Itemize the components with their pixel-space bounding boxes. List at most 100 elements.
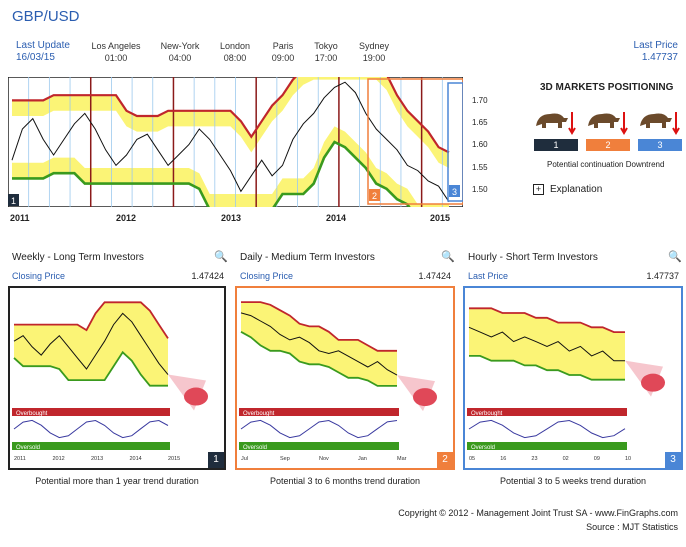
daily-price-label: Closing Price: [240, 271, 294, 281]
oversold-label: Oversold: [471, 445, 495, 451]
panel-x-label: Jan: [358, 456, 367, 462]
weekly-panel[interactable]: Overbought Oversold 2011 2012 2013 2014 2015 1: [8, 286, 226, 470]
marker-1: 1: [11, 196, 16, 206]
bear-icons: [536, 112, 680, 135]
y-label-1: 1.70: [472, 96, 488, 105]
city-los-angeles: Los Angeles 01:00: [86, 40, 146, 64]
positioning-caption: Potential continuation Downtrend: [547, 160, 665, 169]
overbought-label: Overbought: [471, 411, 503, 417]
pair-title: GBP/USD: [12, 8, 80, 25]
panel-band: [241, 302, 397, 386]
oscillator-line: [13, 419, 169, 439]
zoom-icon[interactable]: 🔍: [668, 251, 682, 263]
last-price-label: Last Price: [633, 40, 678, 51]
last-update-label: Last Update: [16, 40, 70, 51]
daily-title: Daily - Medium Term Investors: [240, 252, 375, 263]
badge-2: 2: [586, 139, 630, 151]
explanation-button[interactable]: + Explanation: [533, 184, 602, 195]
daily-footer: Potential 3 to 6 months trend duration: [269, 476, 421, 486]
zoom-icon[interactable]: 🔍: [214, 251, 228, 263]
zoom-icon[interactable]: 🔍: [441, 251, 455, 263]
panel-badge: 1: [208, 452, 224, 468]
weekly-price-label: Closing Price: [12, 271, 66, 281]
marker-3: 3: [452, 187, 457, 197]
panel-badge: 3: [665, 452, 681, 468]
panel-x-label: Sep: [280, 456, 290, 462]
panel-lower-line: [469, 355, 625, 381]
overbought-bar: [467, 408, 627, 416]
y-label-4: 1.55: [472, 163, 488, 172]
oscillator-line: [240, 419, 398, 439]
panel-chart: Overbought Oversold 2011 2012 2013 2014 2015: [12, 301, 208, 462]
city-time: 01:00: [104, 53, 128, 63]
main-price-line: [11, 81, 450, 203]
badge-1: 1: [534, 139, 578, 151]
marker-3-bg: [449, 185, 460, 197]
oversold-bar: [12, 442, 170, 450]
panel-chart: Overbought Oversold 05 16 23 02 09 10: [467, 307, 665, 462]
y-label-2: 1.65: [472, 118, 488, 127]
city-time: 17:00: [314, 53, 338, 63]
panel-x-label: 2013: [91, 456, 103, 462]
y-label-5: 1.50: [472, 185, 488, 194]
panel-badge: 2: [437, 452, 453, 468]
city-name: Tokyo: [314, 41, 338, 51]
hourly-panel[interactable]: Overbought Oversold 05 16 23 02 09 10 3: [463, 286, 683, 470]
panel-lower-line: [13, 350, 168, 387]
weekly-footer: Potential more than 1 year trend duratio…: [35, 476, 199, 486]
x-label-2012: 2012: [116, 213, 137, 223]
panel-price-line: [240, 312, 398, 376]
city-new-york: New-York 04:00: [150, 40, 210, 64]
main-upper-line: [12, 77, 450, 154]
main-lower-line: [12, 140, 411, 207]
city-name: New-York: [160, 41, 200, 51]
marker-2-bg: [369, 189, 380, 201]
y-label-3: 1.60: [472, 140, 488, 149]
x-label-2014: 2014: [326, 213, 347, 223]
city-time: 08:00: [223, 53, 247, 63]
panel-x-label: 2012: [53, 456, 65, 462]
overbought-bar: [12, 408, 170, 416]
oversold-bar: [467, 442, 627, 450]
panel-upper-line: [469, 307, 625, 333]
main-inner-band: [12, 79, 449, 205]
main-chart: 1 2 3: [8, 77, 463, 207]
panel-x-label: Nov: [319, 456, 329, 462]
panel-lower-line: [240, 331, 397, 387]
city-paris: Paris 09:00: [253, 40, 313, 64]
projection-target: [413, 388, 437, 407]
city-name: Los Angeles: [91, 41, 141, 51]
overbought-label: Overbought: [243, 411, 275, 417]
city-name: Sydney: [358, 41, 390, 51]
marker-2: 2: [372, 191, 377, 201]
bear-icon: [588, 112, 628, 135]
oscillator-line: [468, 419, 626, 439]
panel-x-label: Mar: [397, 456, 407, 462]
panel-x-label: 05: [469, 456, 475, 462]
city-time: 19:00: [362, 53, 386, 63]
city-time: 09:00: [271, 53, 295, 63]
x-label-2013: 2013: [221, 213, 242, 223]
city-london: London 08:00: [205, 40, 265, 64]
weekly-price: 1.47424: [191, 271, 224, 281]
daily-window: [367, 78, 463, 205]
copyright: Copyright © 2012 - Management Joint Trus…: [398, 508, 678, 518]
daily-panel[interactable]: Overbought Oversold Jul Sep Nov Jan Mar 2: [235, 286, 455, 470]
hourly-price: 1.47737: [646, 271, 679, 281]
panel-price-line: [468, 326, 625, 362]
panel-x-label: 2011: [14, 456, 26, 462]
last-update: Last Update 16/03/15: [16, 40, 70, 64]
panel-x-label: 2015: [168, 456, 180, 462]
x-label-2011: 2011: [10, 213, 30, 223]
daily-price: 1.47424: [418, 271, 451, 281]
weekly-title: Weekly - Long Term Investors: [12, 252, 144, 263]
marker-1-bg: [8, 194, 19, 206]
x-label-2015: 2015: [430, 213, 451, 223]
panel-x-label: 10: [625, 456, 631, 462]
projection-target: [184, 387, 208, 406]
panel-band: [469, 308, 625, 380]
panel-band: [14, 302, 168, 386]
hourly-price-label: Last Price: [468, 271, 509, 281]
plus-icon: +: [533, 184, 544, 195]
panel-x-label: 09: [594, 456, 600, 462]
